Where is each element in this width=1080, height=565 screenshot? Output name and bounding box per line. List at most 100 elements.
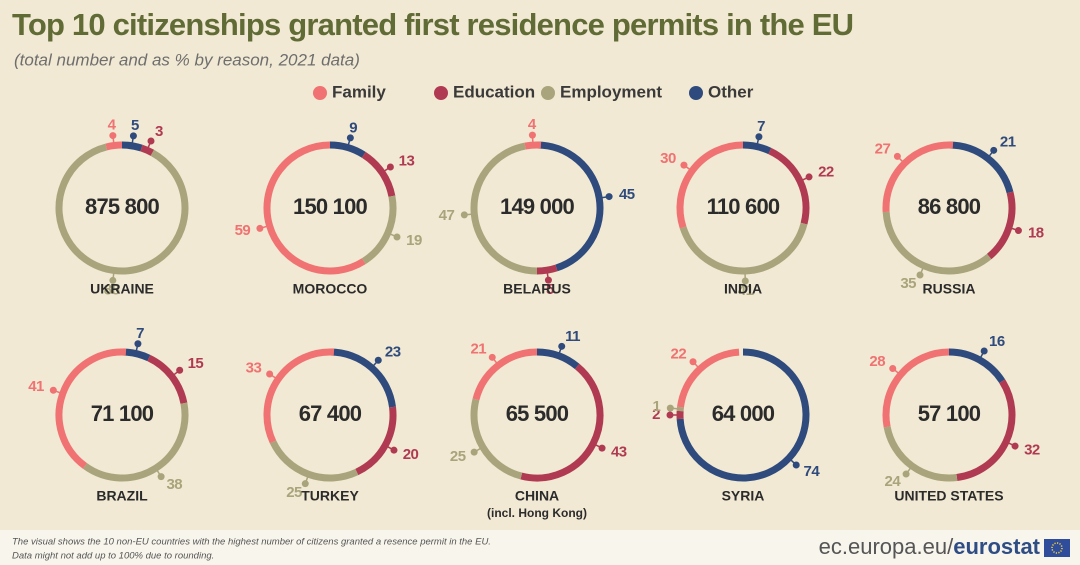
value-label: 21: [470, 340, 486, 357]
source: ec.europa.eu/eurostat: [819, 534, 1041, 559]
legend-label: Other: [708, 82, 754, 101]
label-dot: [990, 146, 998, 154]
value-label: 21: [1000, 133, 1016, 150]
total-label: 86 800: [918, 194, 981, 219]
donut-chart: 45 5 47 4 149 000 BELARUS: [439, 116, 636, 298]
donut-segment: [524, 141, 542, 150]
value-label: 2: [652, 406, 660, 423]
country-label: UNITED STATES: [894, 488, 1003, 504]
donut-segment: [536, 141, 604, 272]
donut-segment: [948, 348, 1006, 384]
value-label: 4: [528, 116, 537, 133]
value-label: 1: [653, 398, 661, 415]
country-label: SYRIA: [722, 488, 765, 504]
label-dot: [689, 358, 697, 366]
donut-segment: [472, 348, 538, 401]
value-label: 25: [286, 484, 302, 501]
eu-flag: [1044, 539, 1070, 557]
label-dot: [386, 163, 394, 171]
donut-chart: 9 13 19 59 150 100 MOROCCO: [235, 119, 423, 297]
donut-segment: [470, 142, 538, 275]
country-label: TURKEY: [301, 488, 359, 504]
donut-segment: [676, 348, 810, 482]
donut-segment: [121, 348, 151, 362]
value-label: 7: [136, 325, 144, 342]
value-label: 30: [660, 150, 676, 167]
value-label: 3: [155, 123, 163, 140]
donut-chart: 7 22 41 30 110 600 INDIA: [660, 118, 834, 299]
label-dot: [666, 411, 674, 419]
label-dot: [902, 470, 910, 478]
footer-band: [0, 530, 1080, 565]
value-label: 38: [166, 476, 182, 493]
value-label: 35: [900, 275, 916, 292]
country-sublabel: (incl. Hong Kong): [487, 506, 587, 520]
label-dot: [147, 137, 155, 145]
label-dot: [49, 386, 57, 394]
donut-segment: [355, 406, 397, 476]
label-dot: [558, 342, 566, 350]
label-dot: [598, 444, 606, 452]
label-dot: [792, 461, 800, 469]
country-label: MOROCCO: [293, 281, 368, 297]
label-dot: [980, 347, 988, 355]
label-dot: [157, 473, 165, 481]
source-brand: eurostat: [953, 534, 1040, 559]
donut-segment: [536, 264, 558, 275]
value-label: 59: [235, 222, 251, 239]
total-label: 65 500: [506, 401, 569, 426]
label-dot: [346, 134, 354, 142]
total-label: 149 000: [500, 194, 574, 219]
label-dot: [176, 366, 184, 374]
label-dot: [1011, 442, 1019, 450]
title: Top 10 citizenships granted first reside…: [12, 7, 853, 42]
total-label: 64 000: [712, 401, 775, 426]
donut-segment: [82, 402, 189, 482]
legend-swatch: [541, 86, 555, 100]
value-label: 9: [349, 119, 357, 136]
label-dot: [266, 370, 274, 378]
donut-segment: [147, 354, 188, 404]
label-dot: [390, 446, 398, 454]
donut-segment: [329, 141, 366, 158]
label-dot: [889, 364, 897, 372]
donut-segment: [882, 141, 954, 213]
label-dot: [488, 353, 496, 361]
country-label: RUSSIA: [923, 281, 976, 297]
donut-segment: [361, 151, 396, 197]
donut-segment: [986, 191, 1016, 260]
label-dot: [134, 340, 142, 348]
donut-chart: 74 21 22 64 000 SYRIA: [652, 345, 821, 504]
value-label: 28: [869, 353, 885, 370]
value-label: 88: [104, 281, 120, 298]
value-label: 45: [619, 186, 635, 203]
label-dot: [916, 271, 924, 279]
donut-segment: [948, 141, 1014, 194]
total-label: 67 400: [299, 401, 362, 426]
value-label: 33: [246, 359, 262, 376]
label-dot: [544, 276, 552, 284]
donut-segment: [140, 144, 155, 156]
label-dot: [741, 277, 749, 285]
value-label: 16: [989, 333, 1005, 350]
value-label: 74: [804, 463, 821, 480]
eu-stars: [1051, 542, 1063, 554]
country-label: CHINA: [515, 488, 559, 504]
donut-segment: [520, 363, 604, 482]
donut-segment: [882, 348, 950, 428]
value-label: 15: [188, 355, 204, 372]
donut-segment: [361, 195, 397, 265]
value-label: 22: [670, 345, 686, 362]
value-label: 27: [875, 140, 891, 157]
label-dot: [109, 276, 117, 284]
donut-chart: 16 32 24 28 57 100 UNITED STATES: [869, 333, 1040, 503]
label-dot: [460, 211, 468, 219]
value-label: 23: [385, 344, 401, 361]
label-dot: [256, 224, 264, 232]
donut-segment: [883, 426, 958, 482]
label-dot: [805, 173, 813, 181]
value-label: 7: [757, 118, 765, 135]
value-label: 18: [1028, 225, 1044, 242]
legend-label: Employment: [560, 82, 662, 101]
